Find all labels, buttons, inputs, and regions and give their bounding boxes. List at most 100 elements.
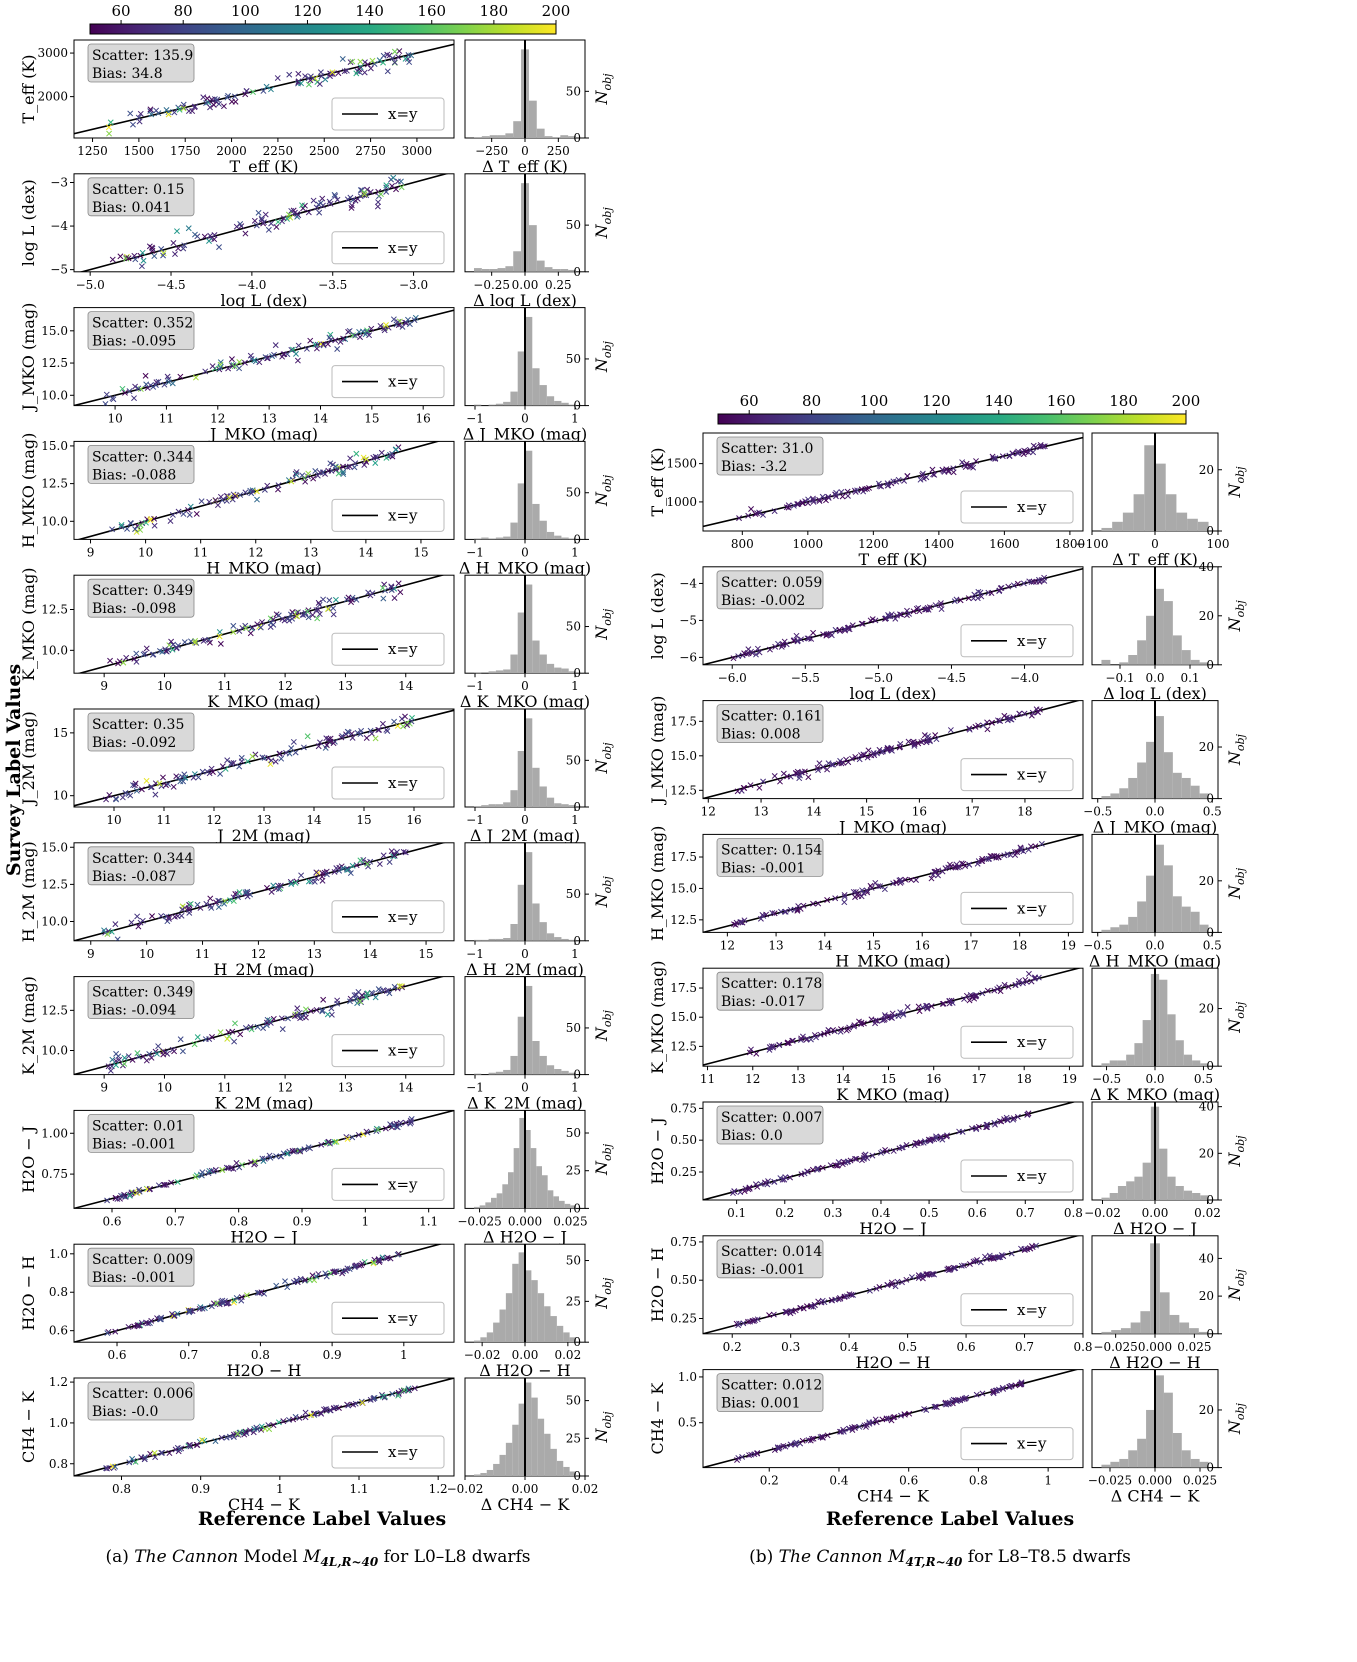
hist-x-tick-label: 0 (1151, 537, 1159, 551)
data-point (261, 1290, 268, 1297)
data-point (343, 731, 349, 738)
x-tick-label: 2250 (263, 144, 294, 158)
hist-bar (512, 1263, 519, 1343)
data-point (921, 1406, 928, 1412)
hist-y-tick-label: 50 (566, 352, 581, 366)
data-point (859, 887, 866, 894)
data-point (216, 898, 223, 904)
hist-x-tick-label: 0.02 (572, 1482, 599, 1496)
data-point (272, 342, 279, 349)
data-point (384, 68, 391, 75)
y-tick-label: 12.5 (41, 603, 68, 617)
hist-bar (1122, 512, 1134, 531)
hist-x-tick-label: 1 (571, 545, 579, 559)
data-point (297, 1148, 304, 1155)
data-point (260, 87, 267, 94)
hist-bar (1134, 1043, 1143, 1067)
data-point (961, 996, 968, 1003)
legend-label: x=y (1017, 1167, 1047, 1185)
colorbar-tick-label: 80 (174, 2, 193, 20)
y-tick-label: 12.5 (41, 356, 68, 370)
data-point (736, 515, 743, 522)
data-point (860, 1020, 867, 1027)
data-point (330, 605, 337, 612)
data-point (384, 51, 391, 58)
data-point (312, 75, 318, 82)
data-point (973, 1124, 980, 1131)
y-tick-label: 0.75 (670, 1235, 697, 1249)
data-point (1000, 1386, 1007, 1392)
data-point (313, 869, 320, 876)
data-point (383, 188, 390, 195)
legend-box (331, 766, 445, 800)
data-point (924, 604, 931, 611)
data-point (746, 1184, 753, 1191)
hist-y-tick-label: 0 (573, 131, 581, 145)
hist-y-tick-label: 50 (566, 620, 581, 634)
x-tick-label: 16 (915, 938, 930, 952)
data-point (323, 871, 330, 878)
x-tick-label: 3000 (402, 144, 433, 158)
y-tick-label: 1.0 (49, 1416, 68, 1430)
data-point (273, 1282, 280, 1289)
legend-label: x=y (388, 506, 418, 524)
data-point (356, 66, 363, 73)
data-point (372, 460, 379, 466)
hist-bar (495, 938, 504, 941)
x-tick-label: 0.2 (760, 1474, 779, 1488)
data-point (397, 589, 404, 596)
data-point (735, 1322, 742, 1329)
x-tick-label: 10 (106, 813, 121, 827)
data-point (370, 454, 377, 461)
colorbar-a: 60 80 100 120 140 160 180 200 (89, 2, 570, 35)
x-axis-label: H2O − H (856, 1353, 931, 1372)
hist-y-axis-label: Nobj (592, 1143, 614, 1176)
hist-x-tick-label: 1 (571, 412, 579, 426)
data-point (970, 595, 977, 602)
scatter-stat: Scatter: 135.9 (92, 48, 193, 64)
data-point (119, 794, 126, 801)
hist-bar (550, 1316, 557, 1343)
scatter-points-group (74, 1244, 443, 1343)
hist-bar (1155, 588, 1164, 665)
data-point (353, 70, 360, 77)
x-tick-label: 1250 (77, 144, 108, 158)
data-point (123, 654, 130, 661)
data-point (208, 1167, 215, 1174)
x-tick-label: 0.5 (920, 1206, 939, 1220)
identity-line (74, 842, 446, 941)
data-point (267, 620, 274, 626)
data-point (136, 1188, 143, 1195)
data-point (844, 1159, 851, 1165)
data-point (364, 327, 371, 334)
hist-y-tick-label: 20 (1199, 463, 1214, 477)
data-point (778, 643, 785, 650)
hist-y-tick-label: 50 (566, 1254, 581, 1268)
data-point (242, 889, 249, 896)
data-point (923, 739, 930, 746)
data-point (281, 617, 288, 624)
data-point (842, 626, 848, 633)
hist-bar (559, 1200, 565, 1209)
caption-italic: The Cannon (779, 1547, 883, 1567)
scatter-points-group (74, 1110, 454, 1209)
data-point (902, 876, 909, 883)
data-point (991, 1119, 998, 1126)
data-point (393, 186, 399, 193)
data-point (173, 645, 180, 652)
hist-y-axis-label-sub: obj (601, 73, 614, 91)
data-point (163, 1181, 170, 1188)
legend-label: x=y (388, 774, 418, 792)
hist-bar (488, 671, 496, 674)
data-point (380, 59, 387, 66)
data-point (273, 1153, 279, 1160)
hist-y-axis-label-sub: obj (1234, 867, 1247, 885)
data-point (866, 1287, 873, 1294)
data-point (305, 209, 312, 216)
hist-bar (474, 1206, 480, 1209)
hist-bar (489, 135, 498, 138)
data-point (992, 1121, 998, 1128)
data-point (121, 1191, 128, 1198)
data-point (341, 68, 348, 75)
